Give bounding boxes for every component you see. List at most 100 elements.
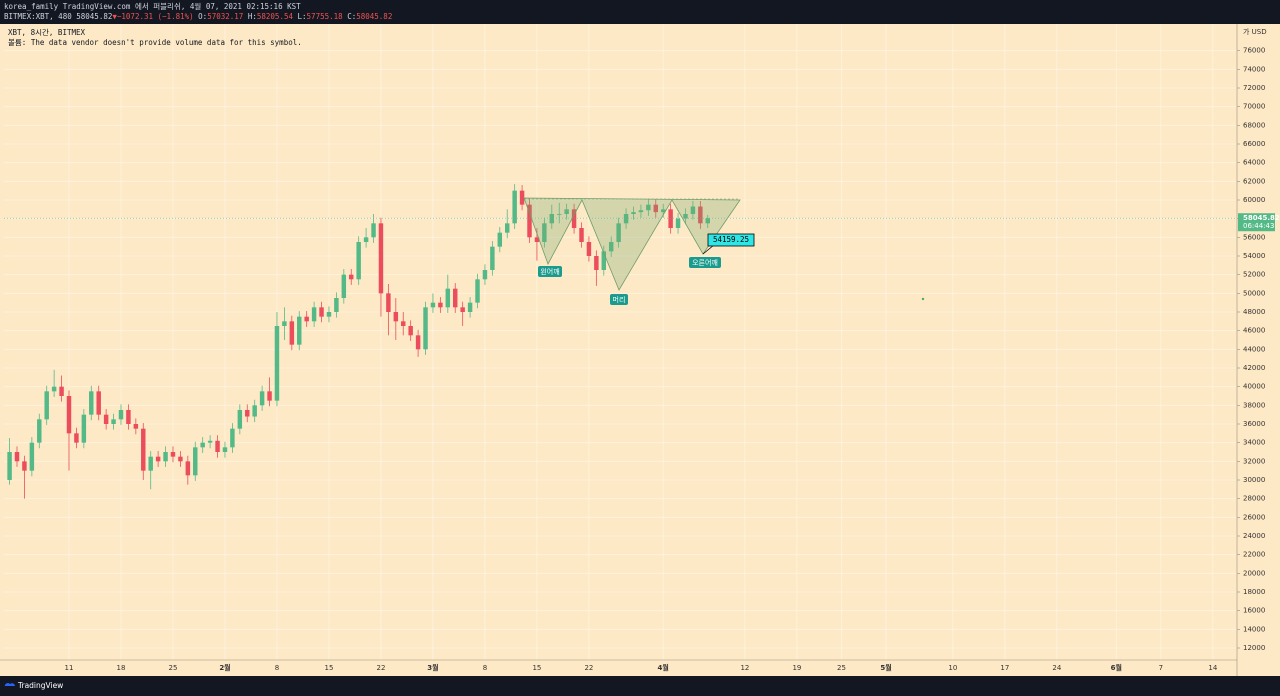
candle-body [527,204,532,238]
x-tick-label: 15 [532,664,541,672]
x-tick-label: 7 [1159,664,1163,672]
callout-pointer [702,244,715,255]
candle-body [326,311,332,317]
y-tick-label: 22000 [1243,551,1265,559]
callout-box [707,233,755,247]
candle-body [96,391,101,415]
candle-body [274,325,280,401]
candle-body [401,321,406,326]
symbol: BITMEX:XBT, 480 [4,12,72,21]
y-tick-label: 68000 [1243,121,1265,129]
y-tick-label: 52000 [1243,271,1265,279]
candle-body [475,279,480,303]
candle-body [349,274,354,280]
ohlc-label: H: [248,12,257,21]
ohlc-value: 57032.17 [207,12,243,21]
y-tick-label: 18000 [1243,588,1265,596]
y-tick-label: 46000 [1243,327,1265,335]
y-tick-label: 16000 [1243,607,1265,615]
candle-body [623,213,629,224]
candle-body [467,302,473,312]
candle-body [653,204,659,213]
candle-body [594,255,599,270]
candle-body [363,237,369,242]
candle-body [408,325,413,336]
x-tick-label: 8 [483,664,487,672]
candle-body [690,206,696,214]
countdown: 06:44:43 [1243,222,1274,230]
candle-body [445,288,451,308]
y-tick-label: 38000 [1243,401,1265,409]
candle-body [586,241,592,256]
ohlc-label: C: [347,12,356,21]
candle-body [22,461,27,471]
price-tag-box [1238,213,1275,232]
candle-body [534,237,540,242]
y-tick-label: 44000 [1243,345,1265,353]
candle-body [155,456,161,462]
y-tick-label: 72000 [1243,84,1265,92]
y-tick-label: 32000 [1243,457,1265,465]
candle-body [608,241,614,252]
candle-body [252,405,257,417]
footer-bar [0,676,1280,696]
candle-body [371,223,376,238]
candle-body [683,213,688,219]
candle-body [638,210,644,213]
candle-body [579,227,584,242]
candle-body [170,451,176,457]
x-tick-label: 19 [792,664,801,672]
x-tick-label: 6월 [1111,663,1122,672]
label-box [610,294,628,305]
x-tick-label: 14 [1208,664,1217,672]
pattern: 왼어깨 머리 오른어깨 54159.25 [523,197,755,305]
candle-body [289,321,295,345]
candle-body [81,414,87,443]
candle-body [133,423,139,429]
candle-body [267,391,272,401]
x-tick-label: 4월 [658,663,669,672]
candle-body [51,386,57,392]
candle-body [297,316,302,345]
y-tick-label: 50000 [1243,289,1265,297]
legend-symbol: XBT, 8시간, BITMEX [8,27,85,37]
y-tick-label: 74000 [1243,65,1265,73]
candle-body [698,206,703,224]
candle-body [7,451,12,480]
y-tick-label: 34000 [1243,439,1265,447]
candle-body [378,223,384,294]
candle-body [675,218,681,228]
pattern-label: 왼어깨 [540,267,559,276]
candle-body [556,213,562,215]
legend-volume: 볼륨: The data vendor doesn't provide volu… [8,38,302,47]
candle-body [631,212,636,214]
x-tick-label: 18 [117,664,126,672]
y-tick-label: 60000 [1243,196,1265,204]
candle-body [460,307,465,312]
price-tag-value: 58045.82 [1243,214,1280,222]
candle-body [207,440,213,443]
candle-body [259,391,265,406]
candle-body [616,223,621,242]
candle-body [504,223,510,233]
candle-body [14,451,20,462]
y-tick-label: 66000 [1243,140,1265,148]
y-tick-label: 28000 [1243,495,1265,503]
y-tick-label: 54000 [1243,252,1265,260]
candle-body [542,223,547,242]
chart-bg [0,24,1280,676]
candle-body [497,232,503,247]
x-tick-label: 25 [169,664,178,672]
candle-body [163,451,168,462]
candle-body [245,409,250,417]
candle-body [571,209,577,228]
ohlc-label: L: [298,12,307,21]
x-tick-label: 24 [1052,664,1061,672]
candle-body [44,391,49,420]
ohlc-label: O: [198,12,207,21]
y-tick-label: 14000 [1243,625,1265,633]
footer-brand: TradingView [17,681,63,690]
y-tick-label: 42000 [1243,364,1265,372]
x-tick-label: 17 [1000,664,1009,672]
